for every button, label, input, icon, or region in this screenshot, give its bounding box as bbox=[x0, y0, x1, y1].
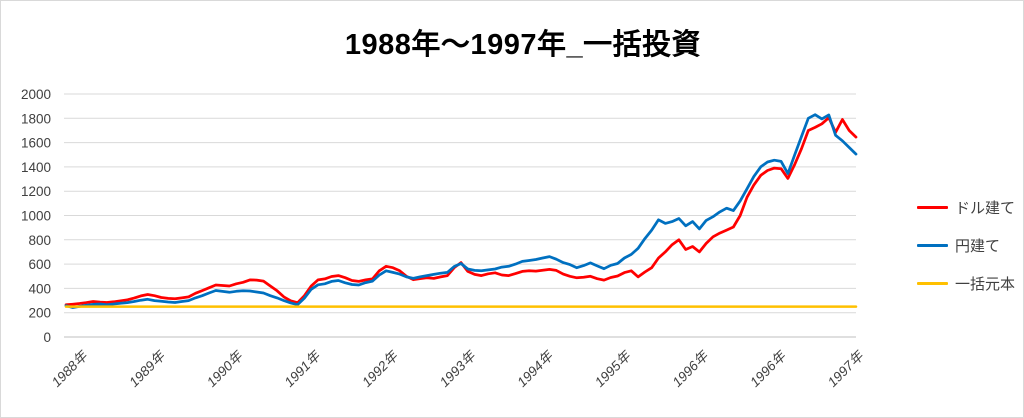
legend-label-principal: 一括元本 bbox=[954, 276, 1015, 293]
y-axis-label: 800 bbox=[28, 233, 51, 248]
x-axis-label: 1991年 bbox=[282, 347, 324, 389]
y-axis-label: 1400 bbox=[21, 160, 51, 175]
legend-label-yen: 円建て bbox=[954, 238, 1000, 255]
x-axis-label: 1995年 bbox=[592, 347, 634, 389]
series-line-yen bbox=[64, 113, 858, 309]
x-axis-label: 1990年 bbox=[204, 347, 246, 389]
y-axis-label: 1200 bbox=[21, 184, 51, 199]
legend-line-icon bbox=[916, 206, 948, 209]
x-axis-label: 1996年 bbox=[747, 347, 789, 389]
legend: ドル建て 円建て 一括元本 bbox=[916, 197, 1015, 294]
legend-item-yen: 円建て bbox=[916, 235, 1015, 256]
x-axis-label: 1993年 bbox=[437, 347, 479, 389]
chart-title: 1988年～1997年_一括投資 bbox=[344, 29, 702, 61]
x-axis-label: 1992年 bbox=[359, 347, 401, 389]
legend-label-dollar: ドル建て bbox=[954, 200, 1015, 217]
y-axis-label: 600 bbox=[28, 257, 51, 272]
x-axis-label: 1996年 bbox=[670, 347, 712, 389]
series-line-dollar bbox=[64, 116, 858, 307]
y-axis-label: 0 bbox=[43, 330, 51, 345]
x-axis-label: 1989年 bbox=[126, 347, 168, 389]
y-axis-label: 1000 bbox=[21, 209, 51, 224]
y-axis-label: 1800 bbox=[21, 111, 51, 126]
y-axis-label: 400 bbox=[28, 281, 51, 296]
legend-line-icon bbox=[916, 282, 948, 285]
x-axis-label: 1994年 bbox=[514, 347, 556, 389]
y-axis-label: 1600 bbox=[21, 136, 51, 151]
y-axis-label: 200 bbox=[28, 306, 51, 321]
legend-item-dollar: ドル建て bbox=[916, 197, 1015, 218]
legend-line-icon bbox=[916, 244, 948, 247]
x-axis-label: 1997年 bbox=[825, 347, 867, 389]
y-axis-label: 2000 bbox=[21, 87, 51, 102]
x-axis-label: 1988年 bbox=[49, 347, 91, 389]
legend-item-principal: 一括元本 bbox=[916, 273, 1015, 294]
